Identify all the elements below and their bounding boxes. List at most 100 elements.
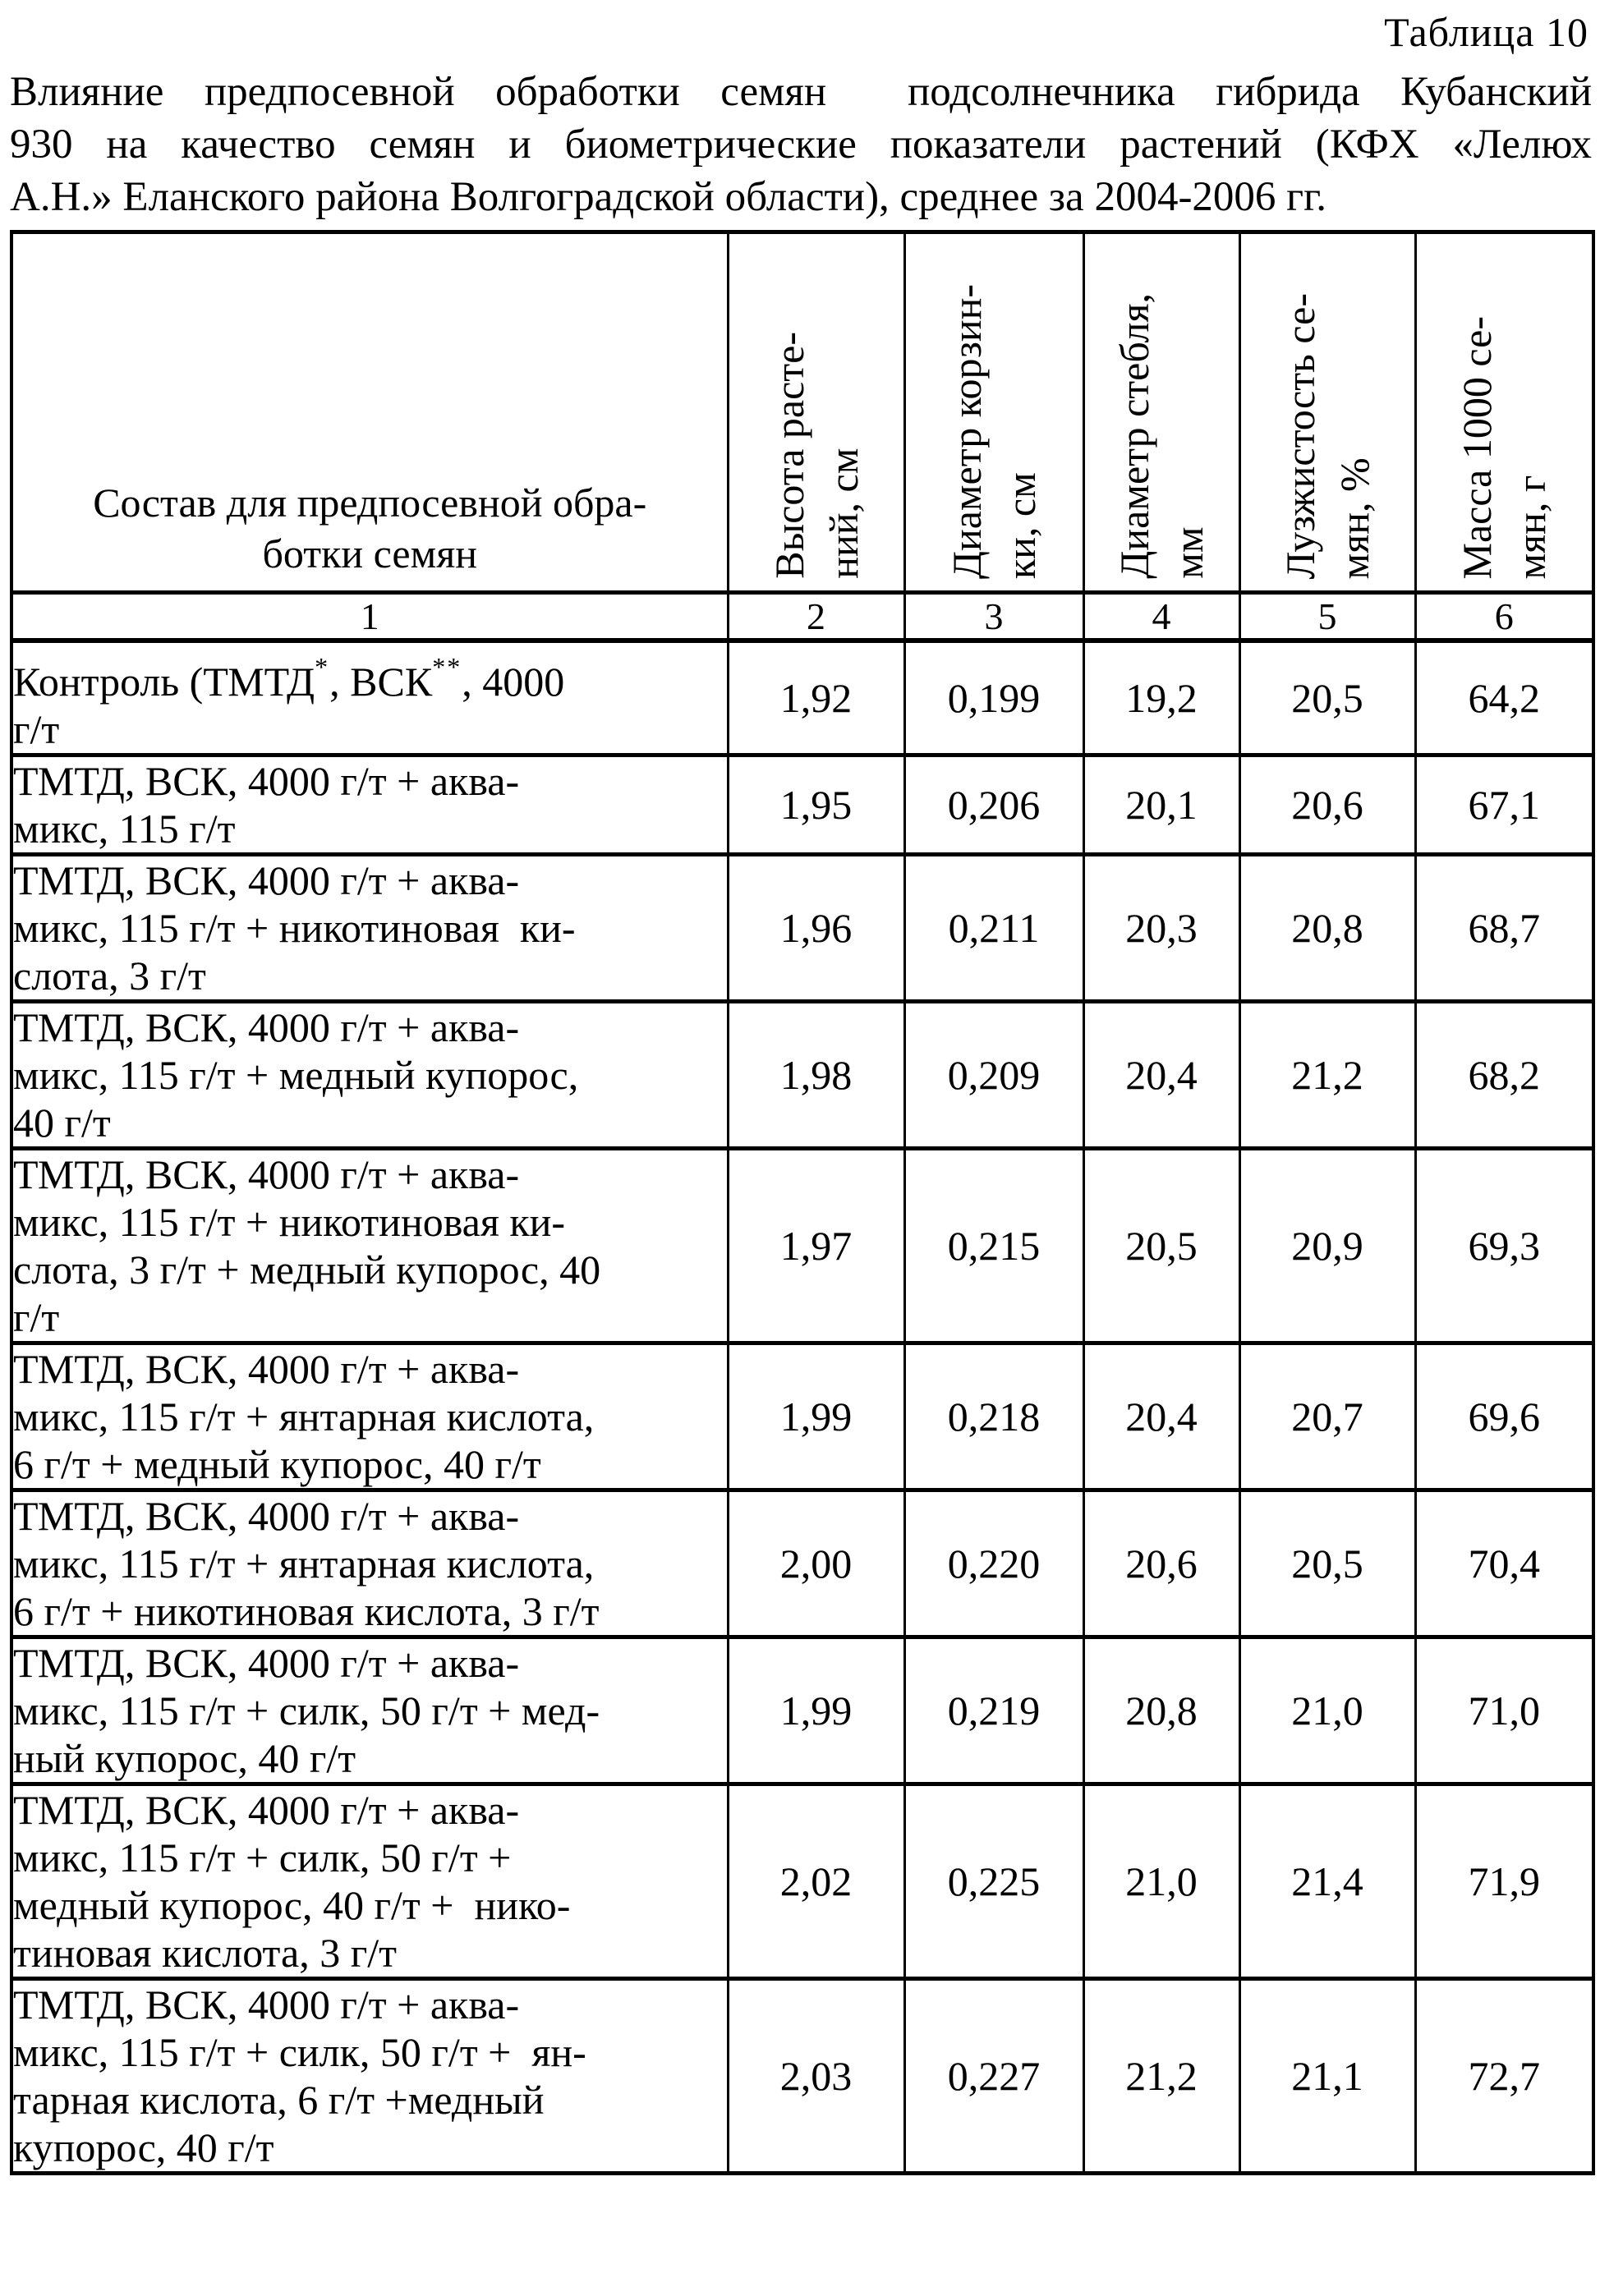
value-cell: 20,5 <box>1082 1146 1241 1345</box>
value-cell: 20,8 <box>1238 852 1417 1003</box>
value-cell: 2,03 <box>726 1977 906 2175</box>
value-cell: 0,218 <box>903 1341 1085 1492</box>
value-cell: 67,1 <box>1414 753 1595 856</box>
treatment-line: ТМТД, ВСК, 4000 г/т + аква- <box>13 1787 520 1833</box>
treatment-line: 40 г/т <box>13 1100 111 1146</box>
composition-header-cell: Состав для предпосевной обра-ботки семян <box>10 230 729 595</box>
treatment-line: слота, 3 г/т + медный купорос, 40 <box>13 1247 601 1293</box>
treatment-line: ТМТД, ВСК, 4000 г/т + аква- <box>13 857 520 903</box>
superscript-asterisk: ** <box>432 652 462 682</box>
data-table: Состав для предпосевной обра-ботки семян… <box>10 230 1595 2175</box>
value-cell: 21,4 <box>1238 1782 1417 1981</box>
value-cell: 0,199 <box>903 638 1085 757</box>
value-cell: 1,97 <box>726 1146 906 1345</box>
value-cell: 21,1 <box>1238 1977 1417 2175</box>
column-number-cell: 6 <box>1414 590 1595 643</box>
treatment-line: 6 г/т + медный купорос, 40 г/т <box>13 1441 541 1487</box>
treatment-line: г/т <box>13 1294 60 1340</box>
value-cell: 72,7 <box>1414 1977 1595 2175</box>
column-number-cell: 5 <box>1238 590 1417 643</box>
table-row: ТМТД, ВСК, 4000 г/т + аква-микс, 115 г/т… <box>10 1146 1595 1345</box>
treatment-composition-cell: ТМТД, ВСК, 4000 г/т + аква-микс, 115 г/т… <box>10 999 729 1150</box>
treatment-composition-cell: ТМТД, ВСК, 4000 г/т + аква-микс, 115 г/т… <box>10 852 729 1003</box>
treatment-composition-cell: ТМТД, ВСК, 4000 г/т + аква-микс, 115 г/т… <box>10 1635 729 1786</box>
treatment-line: 6 г/т + никотиновая кислота, 3 г/т <box>13 1588 600 1634</box>
treatment-line: микс, 115 г/т + медный купорос, <box>13 1052 579 1098</box>
table-caption: Влияние предпосевной обработки семян под… <box>0 56 1600 230</box>
value-cell: 20,4 <box>1082 1341 1241 1492</box>
value-cell: 1,92 <box>726 638 906 757</box>
treatment-composition-cell: Контроль (ТМТД*, ВСК**, 4000 г/т <box>10 638 729 757</box>
value-cell: 20,4 <box>1082 999 1241 1150</box>
value-cell: 0,215 <box>903 1146 1085 1345</box>
value-cell: 71,9 <box>1414 1782 1595 1981</box>
treatment-line: Контроль (ТМТД*, ВСК**, 4000 <box>13 652 565 705</box>
value-cell: 1,96 <box>726 852 906 1003</box>
table-label: Таблица 10 <box>1384 9 1589 55</box>
value-cell: 20,5 <box>1238 1488 1417 1639</box>
value-cell: 0,211 <box>903 852 1085 1003</box>
value-cell: 1,98 <box>726 999 906 1150</box>
value-cell: 2,02 <box>726 1782 906 1981</box>
treatment-composition-cell: ТМТД, ВСК, 4000 г/т + аква-микс, 115 г/т <box>10 753 729 856</box>
treatment-line: микс, 115 г/т + янтарная кислота, <box>13 1394 595 1440</box>
treatment-line: г/т <box>13 706 60 752</box>
value-cell: 20,5 <box>1238 638 1417 757</box>
value-cell: 68,7 <box>1414 852 1595 1003</box>
treatment-line: ТМТД, ВСК, 4000 г/т + аква- <box>13 1493 520 1539</box>
treatment-line: микс, 115 г/т + силк, 50 г/т + мед- <box>13 1688 600 1733</box>
value-cell: 68,2 <box>1414 999 1595 1150</box>
treatment-line: ный купорос, 40 г/т <box>13 1735 356 1781</box>
rotated-header-cell: Высота расте-ний, см <box>726 230 906 595</box>
treatment-line: микс, 115 г/т + янтарная кислота, <box>13 1541 595 1587</box>
column-number-cell: 2 <box>726 590 906 643</box>
value-cell: 0,225 <box>903 1782 1085 1981</box>
treatment-line: купорос, 40 г/т <box>13 2124 274 2170</box>
value-cell: 21,0 <box>1238 1635 1417 1786</box>
caption-line: А.Н.» Еланского района Волгоградской обл… <box>10 174 1327 220</box>
value-cell: 21,0 <box>1082 1782 1241 1981</box>
table-row: ТМТД, ВСК, 4000 г/т + аква-микс, 115 г/т… <box>10 1977 1595 2175</box>
treatment-composition-cell: ТМТД, ВСК, 4000 г/т + аква-микс, 115 г/т… <box>10 1782 729 1981</box>
rotated-header-text: Масса 1000 се-мян, г <box>1454 315 1555 579</box>
table-row: ТМТД, ВСК, 4000 г/т + аква-микс, 115 г/т… <box>10 753 1595 856</box>
value-cell: 20,9 <box>1238 1146 1417 1345</box>
column-number-cell: 3 <box>903 590 1085 643</box>
composition-header-line: ботки семян <box>262 530 478 576</box>
treatment-line: микс, 115 г/т + никотиновая ки- <box>13 1199 566 1245</box>
value-cell: 0,209 <box>903 999 1085 1150</box>
table-body: Контроль (ТМТД*, ВСК**, 4000 г/т 1,92 0,199… <box>10 638 1595 2175</box>
treatment-line: микс, 115 г/т <box>13 806 236 852</box>
treatment-line: слота, 3 г/т <box>13 953 206 999</box>
treatment-line: тарная кислота, 6 г/т +медный <box>13 2077 545 2123</box>
treatment-composition-cell: ТМТД, ВСК, 4000 г/т + аква-микс, 115 г/т… <box>10 1146 729 1345</box>
value-cell: 20,1 <box>1082 753 1241 856</box>
column-number-cell: 4 <box>1082 590 1241 643</box>
value-cell: 19,2 <box>1082 638 1241 757</box>
treatment-line: ТМТД, ВСК, 4000 г/т + аква- <box>13 1346 520 1392</box>
value-cell: 64,2 <box>1414 638 1595 757</box>
value-cell: 20,7 <box>1238 1341 1417 1492</box>
value-cell: 0,206 <box>903 753 1085 856</box>
caption-line: Влияние предпосевной обработки семян под… <box>10 69 1592 115</box>
treatment-line: микс, 115 г/т + силк, 50 г/т + <box>13 1835 512 1880</box>
value-cell: 0,220 <box>903 1488 1085 1639</box>
rotated-header-text: Диаметр стебля, мм <box>1111 293 1211 579</box>
value-cell: 1,99 <box>726 1341 906 1492</box>
treatment-line: ТМТД, ВСК, 4000 г/т + аква- <box>13 758 520 804</box>
composition-header-line: Состав для предпосевной обра- <box>93 480 647 526</box>
table-row: ТМТД, ВСК, 4000 г/т + аква-микс, 115 г/т… <box>10 1782 1595 1981</box>
value-cell: 2,00 <box>726 1488 906 1639</box>
caption-line: 930 на качество семян и биометрические п… <box>10 122 1592 168</box>
treatment-line: микс, 115 г/т + силк, 50 г/т + ян- <box>13 2029 586 2075</box>
value-cell: 20,8 <box>1082 1635 1241 1786</box>
treatment-line: ТМТД, ВСК, 4000 г/т + аква- <box>13 1981 520 2027</box>
value-cell: 70,4 <box>1414 1488 1595 1639</box>
value-cell: 20,3 <box>1082 852 1241 1003</box>
treatment-composition-cell: ТМТД, ВСК, 4000 г/т + аква-микс, 115 г/т… <box>10 1341 729 1492</box>
rotated-header-cell: Лузжистость се-мян, % <box>1238 230 1417 595</box>
treatment-composition-cell: ТМТД, ВСК, 4000 г/т + аква-микс, 115 г/т… <box>10 1488 729 1639</box>
treatment-line: ТМТД, ВСК, 4000 г/т + аква- <box>13 1151 520 1197</box>
table-row: Контроль (ТМТД*, ВСК**, 4000 г/т 1,92 0,199… <box>10 638 1595 757</box>
